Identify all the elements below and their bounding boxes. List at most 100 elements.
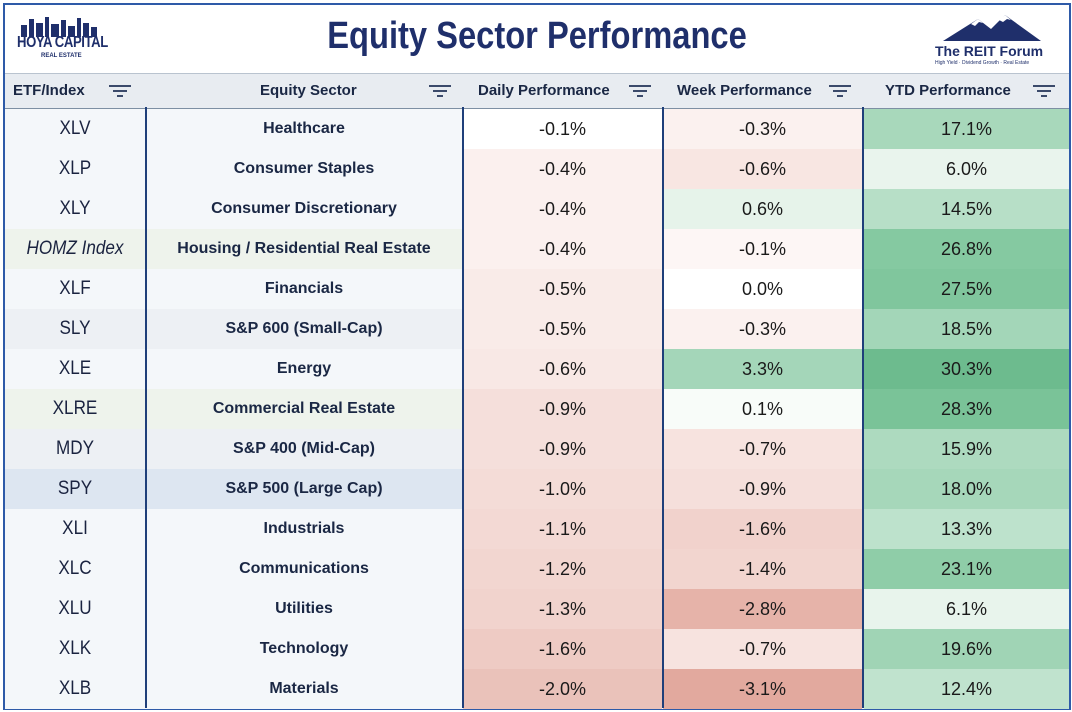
ytd-cell: 23.1% bbox=[864, 549, 1069, 589]
ytd-cell: 18.0% bbox=[864, 469, 1069, 509]
filter-icon[interactable] bbox=[109, 85, 131, 97]
column-header-ytd[interactable]: YTD Performance bbox=[885, 82, 1011, 99]
table-row[interactable]: XLV Healthcare -0.1% -0.3% 17.1% bbox=[5, 109, 1069, 149]
filter-icon[interactable] bbox=[429, 85, 451, 97]
table-row[interactable]: XLU Utilities -1.3% -2.8% 6.1% bbox=[5, 589, 1069, 629]
etf-cell: XLU bbox=[58, 598, 92, 619]
right-logo-tagline: High Yield · Dividend Growth · Real Esta… bbox=[935, 60, 1030, 66]
column-divider bbox=[662, 107, 664, 708]
column-header-sector[interactable]: Equity Sector bbox=[260, 82, 357, 99]
table-row[interactable]: XLF Financials -0.5% 0.0% 27.5% bbox=[5, 269, 1069, 309]
sector-cell: Communications bbox=[239, 560, 369, 577]
sector-cell: Consumer Discretionary bbox=[211, 200, 397, 217]
ytd-cell: 18.5% bbox=[864, 309, 1069, 349]
table-row[interactable]: SPY S&P 500 (Large Cap) -1.0% -0.9% 18.0% bbox=[5, 469, 1069, 509]
etf-cell: SPY bbox=[57, 478, 93, 499]
filter-icon[interactable] bbox=[1033, 85, 1055, 97]
city-skyline-icon bbox=[21, 17, 97, 37]
ytd-cell: 6.1% bbox=[864, 589, 1069, 629]
mountain-icon bbox=[943, 15, 1041, 41]
daily-cell: -1.0% bbox=[463, 469, 662, 509]
column-divider bbox=[462, 107, 464, 708]
filter-icon[interactable] bbox=[829, 85, 851, 97]
week-cell: -0.3% bbox=[663, 109, 862, 149]
table-row[interactable]: XLP Consumer Staples -0.4% -0.6% 6.0% bbox=[5, 149, 1069, 189]
sector-cell: Housing / Residential Real Estate bbox=[177, 240, 431, 257]
sector-cell: Technology bbox=[259, 640, 349, 657]
column-header-etf[interactable]: ETF/Index bbox=[13, 82, 85, 99]
etf-cell: MDY bbox=[55, 438, 94, 459]
sector-performance-table: HOYA CAPITAL REAL ESTATE Equity Sector P… bbox=[3, 3, 1071, 710]
week-cell: 3.3% bbox=[663, 349, 862, 389]
ytd-cell: 14.5% bbox=[864, 189, 1069, 229]
daily-cell: -1.2% bbox=[463, 549, 662, 589]
table-row[interactable]: XLRE Commercial Real Estate -0.9% 0.1% 28.3% bbox=[5, 389, 1069, 429]
daily-cell: -0.4% bbox=[463, 149, 662, 189]
table-row[interactable]: XLY Consumer Discretionary -0.4% 0.6% 14.5% bbox=[5, 189, 1069, 229]
etf-cell: XLY bbox=[59, 198, 91, 219]
week-cell: -0.1% bbox=[663, 229, 862, 269]
sector-cell: Industrials bbox=[263, 520, 345, 537]
etf-cell: SLY bbox=[59, 318, 91, 339]
sector-cell: S&P 600 (Small-Cap) bbox=[225, 320, 383, 337]
week-cell: -0.7% bbox=[663, 429, 862, 469]
sector-cell: Energy bbox=[276, 360, 332, 377]
daily-cell: -0.6% bbox=[463, 349, 662, 389]
column-divider bbox=[145, 107, 147, 708]
week-cell: -0.9% bbox=[663, 469, 862, 509]
table-row[interactable]: MDY S&P 400 (Mid-Cap) -0.9% -0.7% 15.9% bbox=[5, 429, 1069, 469]
etf-cell: XLV bbox=[59, 118, 91, 139]
daily-cell: -1.6% bbox=[463, 629, 662, 669]
ytd-cell: 6.0% bbox=[864, 149, 1069, 189]
sector-cell: Materials bbox=[269, 680, 339, 697]
etf-cell: HOMZ Index bbox=[26, 238, 124, 259]
etf-cell: XLC bbox=[58, 558, 92, 579]
daily-cell: -1.1% bbox=[463, 509, 662, 549]
daily-cell: -0.4% bbox=[463, 229, 662, 269]
etf-cell: XLE bbox=[58, 358, 92, 379]
etf-cell: XLB bbox=[58, 678, 92, 699]
filter-icon[interactable] bbox=[629, 85, 651, 97]
etf-cell: XLP bbox=[58, 158, 92, 179]
week-cell: -0.3% bbox=[663, 309, 862, 349]
left-logo-text: HOYA CAPITAL bbox=[17, 34, 108, 51]
sector-cell: S&P 400 (Mid-Cap) bbox=[233, 440, 375, 457]
table-row[interactable]: XLB Materials -2.0% -3.1% 12.4% bbox=[5, 669, 1069, 709]
ytd-cell: 28.3% bbox=[864, 389, 1069, 429]
table-row[interactable]: SLY S&P 600 (Small-Cap) -0.5% -0.3% 18.5% bbox=[5, 309, 1069, 349]
table-row[interactable]: XLI Industrials -1.1% -1.6% 13.3% bbox=[5, 509, 1069, 549]
column-header-week[interactable]: Week Performance bbox=[677, 82, 812, 99]
week-cell: -2.8% bbox=[663, 589, 862, 629]
ytd-cell: 30.3% bbox=[864, 349, 1069, 389]
left-logo-subtext: REAL ESTATE bbox=[41, 53, 82, 59]
daily-cell: -0.4% bbox=[463, 189, 662, 229]
etf-cell: XLRE bbox=[52, 398, 98, 419]
sector-cell: S&P 500 (Large Cap) bbox=[225, 480, 383, 497]
table-row[interactable]: XLE Energy -0.6% 3.3% 30.3% bbox=[5, 349, 1069, 389]
week-cell: 0.1% bbox=[663, 389, 862, 429]
etf-cell: XLK bbox=[58, 638, 92, 659]
sector-cell: Utilities bbox=[275, 600, 333, 617]
ytd-cell: 15.9% bbox=[864, 429, 1069, 469]
ytd-cell: 12.4% bbox=[864, 669, 1069, 709]
daily-cell: -2.0% bbox=[463, 669, 662, 709]
table-row[interactable]: HOMZ Index Housing / Residential Real Est… bbox=[5, 229, 1069, 269]
table-row[interactable]: XLC Communications -1.2% -1.4% 23.1% bbox=[5, 549, 1069, 589]
column-header-row: ETF/Index Equity Sector Daily Performanc… bbox=[5, 73, 1069, 110]
ytd-cell: 17.1% bbox=[864, 109, 1069, 149]
table-row[interactable]: XLK Technology -1.6% -0.7% 19.6% bbox=[5, 629, 1069, 669]
sector-cell: Consumer Staples bbox=[233, 160, 375, 177]
column-header-daily[interactable]: Daily Performance bbox=[478, 82, 610, 99]
week-cell: 0.6% bbox=[663, 189, 862, 229]
ytd-cell: 27.5% bbox=[864, 269, 1069, 309]
week-cell: -1.6% bbox=[663, 509, 862, 549]
daily-cell: -0.9% bbox=[463, 429, 662, 469]
ytd-cell: 26.8% bbox=[864, 229, 1069, 269]
daily-cell: -1.3% bbox=[463, 589, 662, 629]
sector-cell: Commercial Real Estate bbox=[212, 400, 396, 417]
daily-cell: -0.1% bbox=[463, 109, 662, 149]
hoya-capital-logo: HOYA CAPITAL REAL ESTATE bbox=[17, 15, 117, 63]
right-logo-name: The REIT Forum bbox=[935, 43, 1044, 59]
week-cell: -0.6% bbox=[663, 149, 862, 189]
table-header-banner: HOYA CAPITAL REAL ESTATE Equity Sector P… bbox=[5, 5, 1069, 73]
